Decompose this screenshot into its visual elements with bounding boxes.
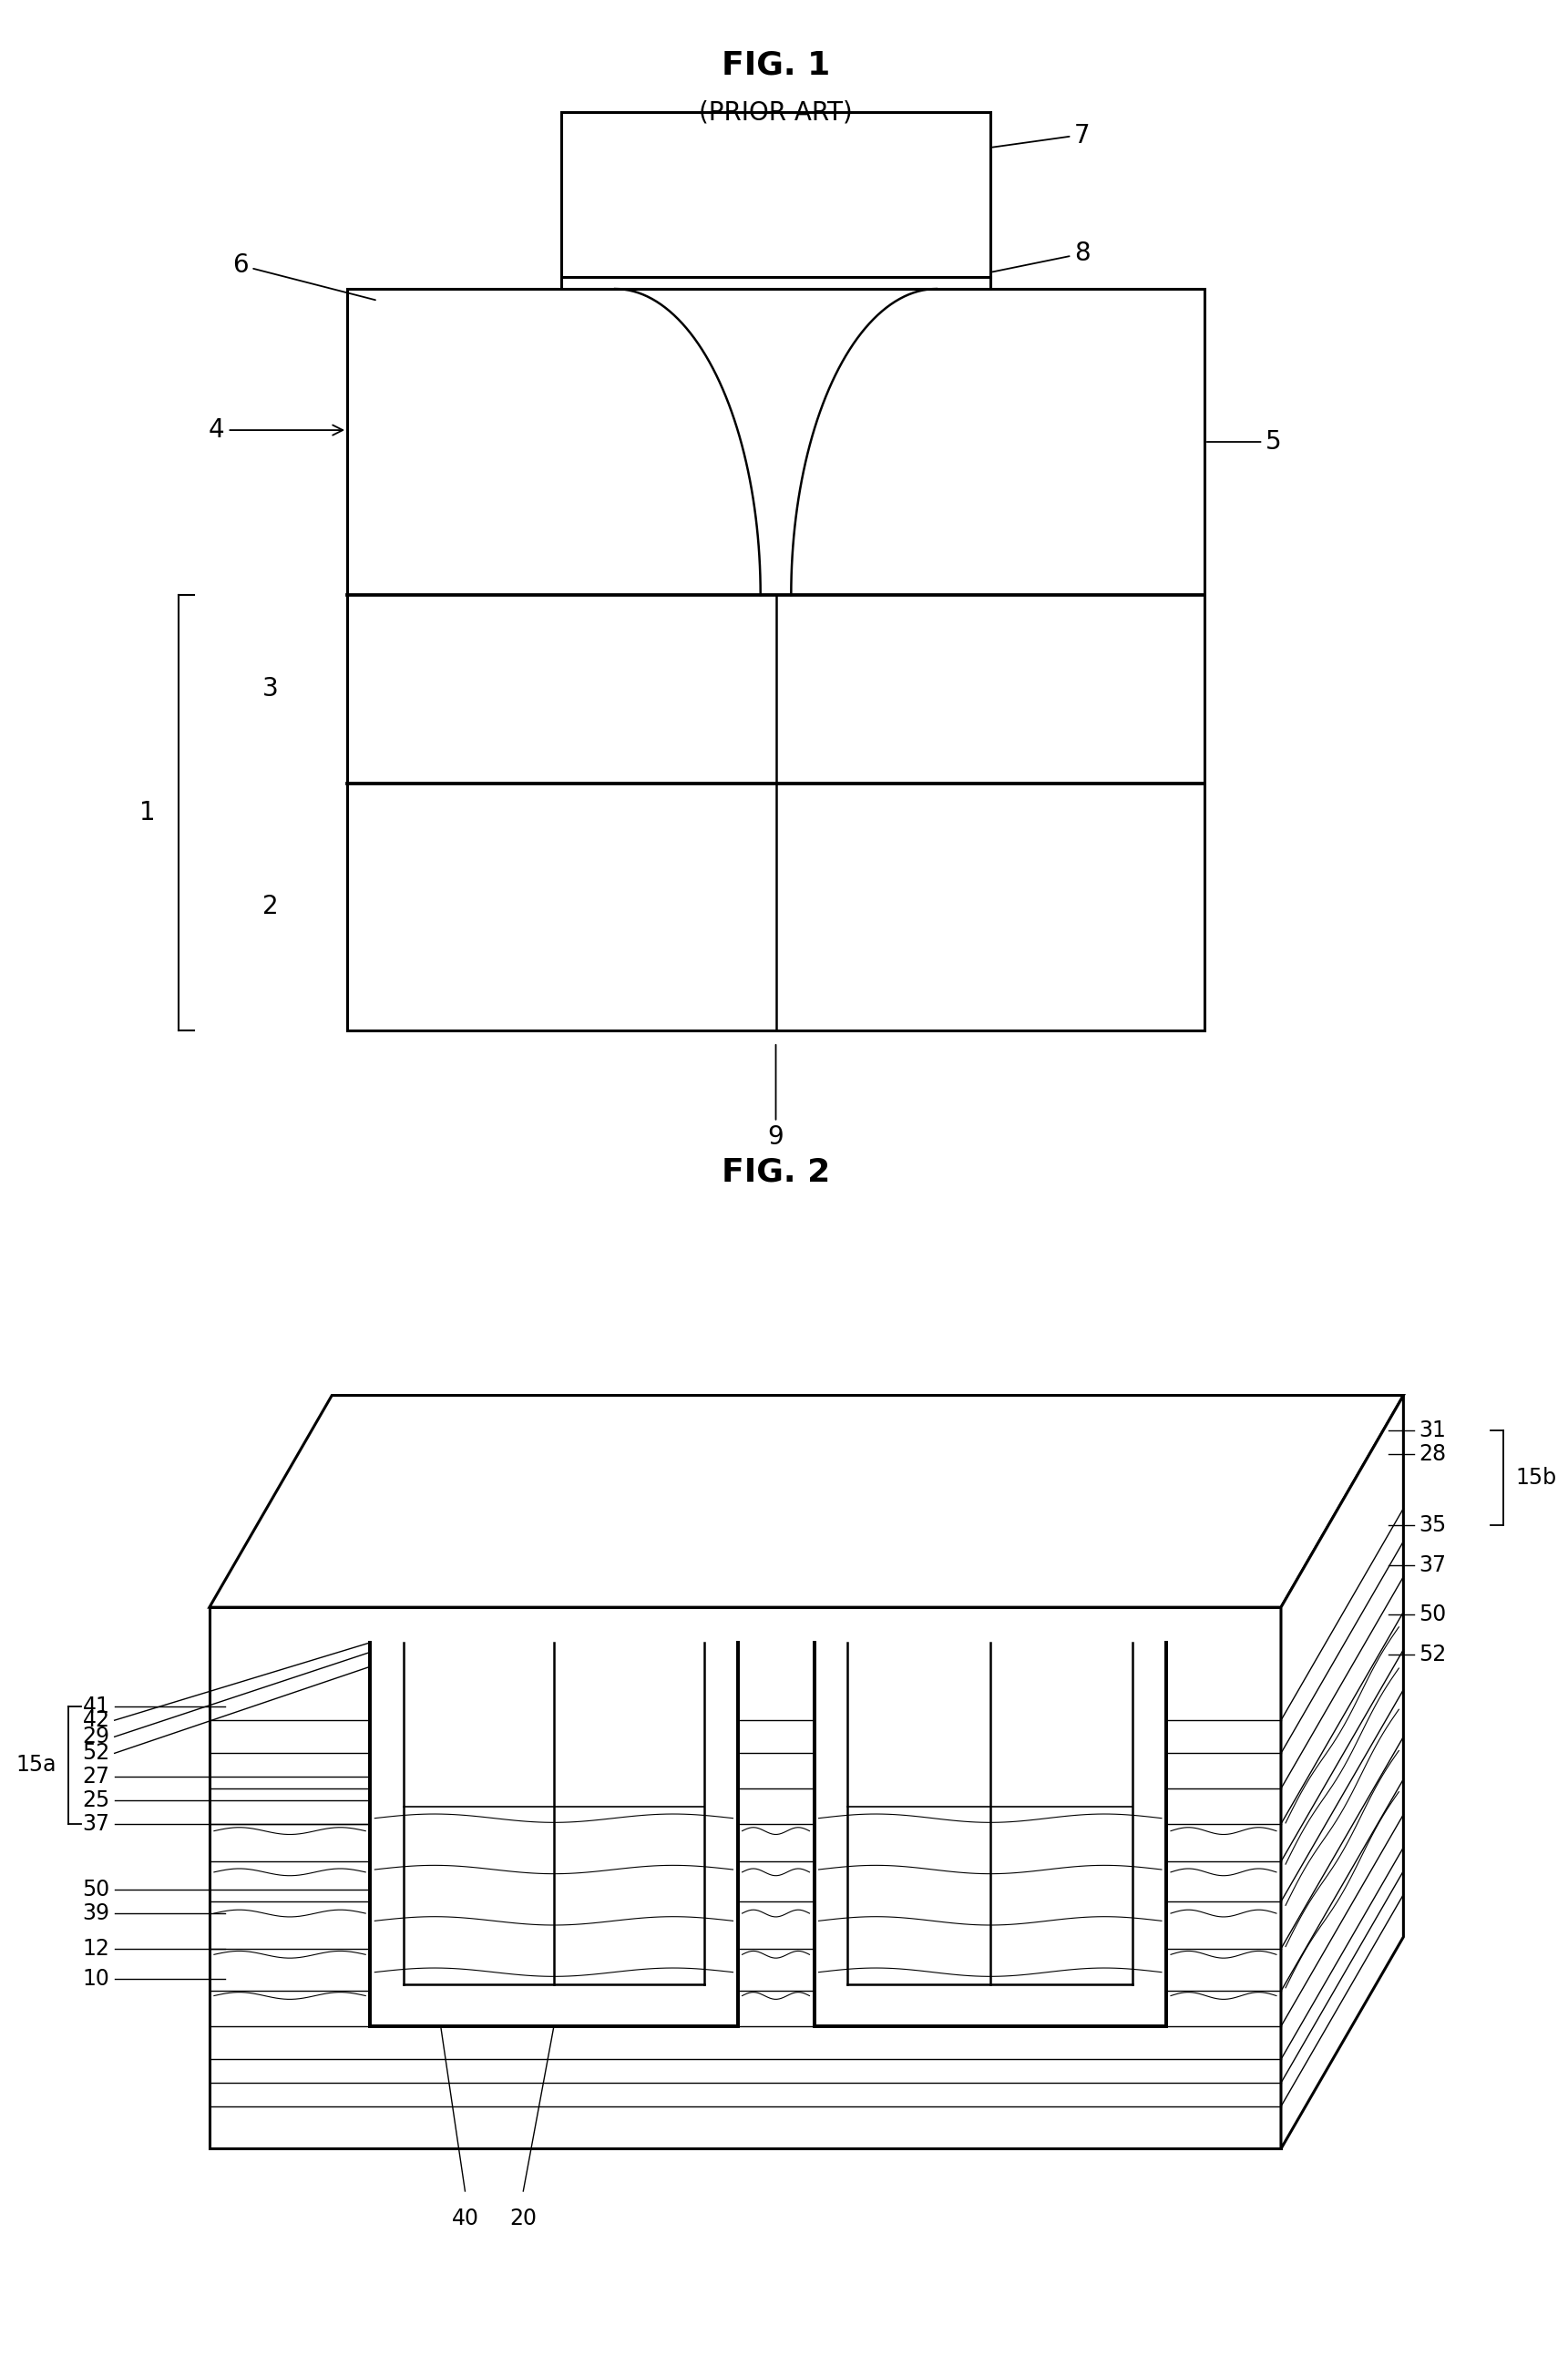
- Text: 1: 1: [140, 800, 155, 826]
- Text: FIG. 2: FIG. 2: [721, 1155, 829, 1188]
- Bar: [347, 289, 1204, 1030]
- Text: 5: 5: [1207, 428, 1281, 454]
- Text: 2: 2: [262, 895, 278, 921]
- Text: 25c: 25c: [434, 1808, 469, 1827]
- Bar: [561, 111, 989, 289]
- Text: 42: 42: [83, 1709, 110, 1730]
- Bar: [370, 1643, 737, 2026]
- Text: 25b: 25b: [549, 1737, 590, 1759]
- Text: 37: 37: [1419, 1555, 1446, 1576]
- Text: 29: 29: [83, 1726, 110, 1747]
- Text: 31: 31: [1419, 1420, 1446, 1442]
- Text: 25a: 25a: [434, 1832, 470, 1851]
- Text: 25: 25: [83, 1789, 110, 1811]
- Text: 52: 52: [83, 1742, 110, 1763]
- Text: 50: 50: [83, 1879, 110, 1901]
- Polygon shape: [210, 1397, 1403, 1607]
- Text: 52: 52: [1419, 1643, 1446, 1666]
- Bar: [814, 1643, 1167, 2026]
- Text: 15a: 15a: [16, 1754, 56, 1775]
- Text: 4: 4: [209, 417, 343, 443]
- Text: 10: 10: [83, 1969, 110, 1991]
- Bar: [848, 1643, 1132, 1984]
- Text: 8: 8: [993, 241, 1090, 272]
- Bar: [405, 1643, 704, 1984]
- Bar: [210, 1607, 1281, 2149]
- Text: 50: 50: [1419, 1602, 1446, 1626]
- Text: 27: 27: [83, 1766, 110, 1787]
- Text: 3: 3: [262, 677, 278, 703]
- Text: 12: 12: [83, 1939, 110, 1960]
- Text: 39: 39: [83, 1903, 110, 1924]
- Text: (PRIOR ART): (PRIOR ART): [699, 99, 853, 125]
- Text: 6: 6: [232, 253, 375, 301]
- Text: 20: 20: [510, 2208, 536, 2230]
- Text: 15b: 15b: [1515, 1468, 1557, 1489]
- Text: 41: 41: [83, 1695, 110, 1716]
- Text: FIG. 1: FIG. 1: [721, 50, 829, 80]
- Text: 37: 37: [83, 1813, 110, 1834]
- Polygon shape: [1281, 1397, 1403, 2149]
- Text: 28: 28: [1419, 1444, 1446, 1465]
- Text: 9: 9: [768, 1044, 784, 1150]
- Text: 35: 35: [1419, 1515, 1446, 1536]
- Text: 40: 40: [452, 2208, 478, 2230]
- Text: 7: 7: [993, 123, 1090, 149]
